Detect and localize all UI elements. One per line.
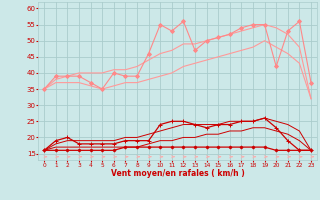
X-axis label: Vent moyen/en rafales ( km/h ): Vent moyen/en rafales ( km/h ) — [111, 169, 244, 178]
